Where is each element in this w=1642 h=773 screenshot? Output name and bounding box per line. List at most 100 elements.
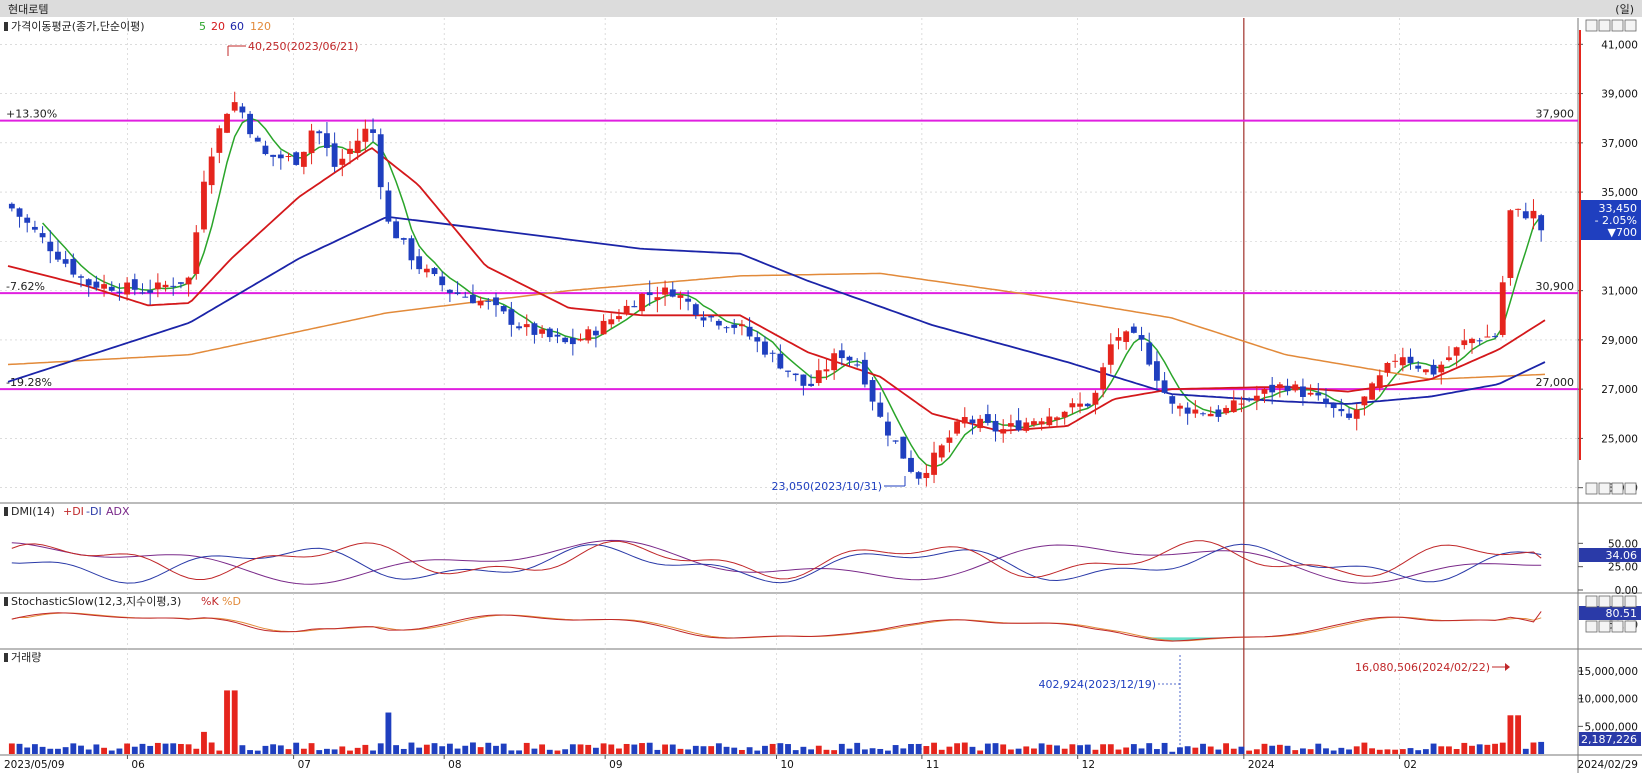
panel-control-button[interactable] bbox=[1624, 620, 1637, 633]
volume-bar bbox=[431, 743, 438, 754]
volume-annotations: 402,924(2023/12/19) 16,080,506(2024/02/2… bbox=[1039, 655, 1510, 754]
candle-down bbox=[900, 436, 907, 459]
candle-down bbox=[1084, 403, 1091, 407]
volume-bar bbox=[477, 747, 484, 754]
candle-up bbox=[1453, 347, 1460, 356]
candle-down bbox=[1015, 420, 1022, 431]
volume-bar bbox=[1007, 749, 1014, 754]
volume-bar bbox=[646, 742, 653, 754]
panel-control-button[interactable] bbox=[1585, 595, 1598, 608]
panel-controls[interactable] bbox=[1585, 19, 1637, 633]
volume-bar bbox=[1430, 743, 1437, 754]
volume-bar bbox=[201, 731, 207, 754]
dmi-panel[interactable] bbox=[0, 503, 1642, 593]
volume-bar bbox=[577, 744, 584, 754]
panel-control-button[interactable] bbox=[1585, 482, 1598, 495]
candle-down bbox=[324, 133, 330, 148]
volume-bar bbox=[1177, 747, 1183, 754]
candle-down bbox=[1323, 398, 1329, 404]
volume-bar bbox=[1000, 744, 1007, 754]
ref-line-pct: +13.30% bbox=[6, 108, 57, 121]
candle-up bbox=[815, 370, 822, 384]
candle-down bbox=[1200, 413, 1206, 415]
volume-bar bbox=[78, 745, 84, 754]
candle-up bbox=[231, 102, 238, 111]
panel-control-button[interactable] bbox=[1611, 620, 1624, 633]
stoch-panel[interactable] bbox=[0, 593, 1642, 649]
candle-up bbox=[1038, 421, 1045, 425]
candle-down bbox=[785, 370, 791, 372]
volume-bar bbox=[439, 746, 446, 754]
ref-line-price: 37,900 bbox=[1536, 108, 1575, 121]
panel-control-button[interactable] bbox=[1611, 482, 1624, 495]
volume-bar bbox=[908, 744, 914, 754]
candle-up bbox=[208, 156, 215, 186]
volume-bar bbox=[715, 743, 722, 754]
period-unit: (일) bbox=[1615, 2, 1634, 16]
candle-up bbox=[193, 232, 200, 274]
candle-down bbox=[854, 364, 861, 366]
panel-control-button[interactable] bbox=[1598, 595, 1611, 608]
volume-bar bbox=[1369, 748, 1376, 754]
adx-line bbox=[11, 539, 1542, 585]
volume-bar bbox=[1469, 745, 1475, 754]
panel-control-button[interactable] bbox=[1624, 19, 1637, 32]
ma5-line bbox=[42, 117, 1542, 468]
volume-bar bbox=[208, 742, 215, 754]
ref-line-pct: -7.62% bbox=[6, 280, 45, 293]
candle-up bbox=[162, 284, 169, 288]
pdi-line bbox=[11, 540, 1542, 580]
panel-control-button[interactable] bbox=[1624, 482, 1637, 495]
candlesticks bbox=[8, 91, 1545, 487]
candle-up bbox=[154, 282, 161, 290]
price-tick-label: 41,000 bbox=[1601, 39, 1638, 51]
volume-bar bbox=[977, 750, 984, 754]
volume-bar bbox=[961, 742, 968, 754]
candle-down bbox=[8, 203, 15, 209]
candle-down bbox=[508, 309, 515, 325]
volume-bar bbox=[946, 746, 953, 754]
candle-down bbox=[1246, 399, 1253, 401]
candle-down bbox=[1215, 409, 1222, 417]
volume-bar bbox=[24, 747, 31, 754]
candle-down bbox=[331, 143, 338, 167]
candle-down bbox=[293, 152, 300, 165]
panel-control-button[interactable] bbox=[1611, 19, 1624, 32]
ma20-legend: 20 bbox=[211, 20, 225, 33]
volume-bar bbox=[1530, 742, 1537, 754]
volume-bar bbox=[731, 747, 738, 754]
volume-bar bbox=[162, 743, 169, 754]
volume-bar bbox=[539, 744, 546, 754]
candle-down bbox=[877, 402, 884, 417]
volume-bar bbox=[592, 747, 599, 754]
volume-bar bbox=[1269, 745, 1276, 754]
volume-bar bbox=[1215, 749, 1222, 754]
panel-control-button[interactable] bbox=[1624, 595, 1637, 608]
volume-bar bbox=[1384, 749, 1391, 754]
volume-bar bbox=[792, 750, 799, 754]
candle-down bbox=[708, 316, 715, 318]
candle-down bbox=[969, 419, 976, 424]
panel-control-button[interactable] bbox=[1585, 19, 1598, 32]
title-bar bbox=[0, 0, 1642, 17]
ma-legend-title: 가격이동평균(종가,단순이평) bbox=[11, 20, 145, 33]
volume-bar bbox=[193, 748, 200, 754]
candle-down bbox=[1522, 211, 1529, 219]
volume-bar bbox=[47, 748, 54, 754]
candle-down bbox=[470, 294, 476, 304]
panel-control-button[interactable] bbox=[1598, 19, 1611, 32]
panel-control-button[interactable] bbox=[1585, 620, 1598, 633]
candle-down bbox=[431, 268, 438, 275]
volume-bar bbox=[446, 743, 453, 754]
volume-bar bbox=[1084, 744, 1091, 754]
candle-up bbox=[201, 181, 207, 230]
panel-control-button[interactable] bbox=[1611, 595, 1624, 608]
candle-down bbox=[446, 289, 453, 293]
panel-control-button[interactable] bbox=[1598, 482, 1611, 495]
panel-control-button[interactable] bbox=[1598, 620, 1611, 633]
x-tick-label: 07 bbox=[298, 759, 311, 771]
price-panel[interactable] bbox=[0, 18, 1642, 503]
x-tick-label: 02 bbox=[1404, 759, 1417, 771]
candle-up bbox=[1092, 392, 1099, 405]
